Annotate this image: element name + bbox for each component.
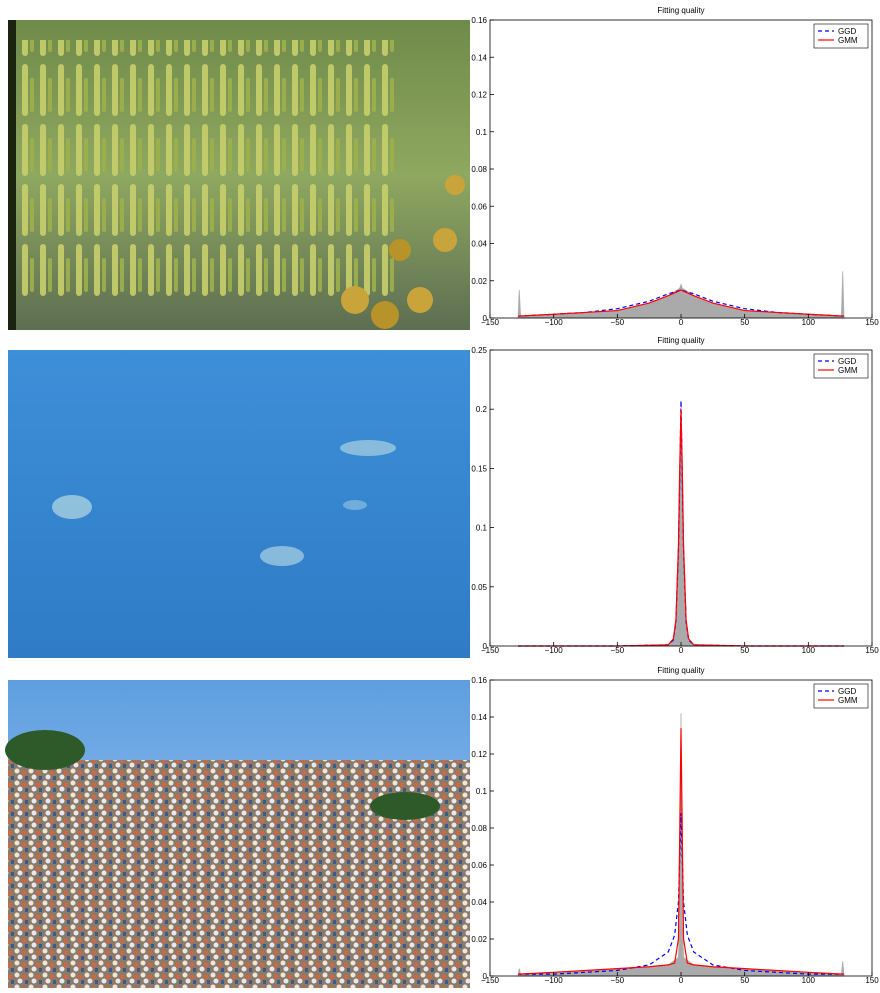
- y-tick-label: 0.02: [471, 277, 487, 286]
- x-tick-label: 0: [679, 646, 684, 655]
- y-tick-label: 0.06: [471, 202, 487, 211]
- y-tick-label: 0.2: [476, 405, 488, 414]
- y-tick-label: 0.08: [471, 824, 487, 833]
- y-tick-label: 0: [483, 642, 488, 651]
- y-tick-label: 0.06: [471, 861, 487, 870]
- y-tick-label: 0.04: [471, 240, 487, 249]
- y-tick-label: 0.16: [471, 16, 487, 25]
- photo-cactus: [8, 20, 470, 330]
- y-tick-label: 0.14: [471, 53, 487, 62]
- photo-crowd: [5, 680, 470, 988]
- histogram: [518, 409, 844, 646]
- chart-title: Fitting quality: [657, 666, 704, 675]
- y-tick-label: 0.08: [471, 165, 487, 174]
- chart-title: Fitting quality: [657, 336, 704, 345]
- x-tick-label: 0: [679, 318, 684, 327]
- y-tick-label: 0.12: [471, 750, 487, 759]
- x-tick-label: −50: [611, 976, 625, 985]
- x-tick-label: 50: [740, 318, 749, 327]
- y-tick-label: 0.12: [471, 91, 487, 100]
- legend-label: GGD: [838, 357, 856, 366]
- y-tick-label: 0.02: [471, 935, 487, 944]
- y-tick-label: 0.25: [471, 346, 487, 355]
- y-tick-label: 0.1: [476, 787, 488, 796]
- y-tick-label: 0.14: [471, 713, 487, 722]
- legend-label: GMM: [838, 366, 858, 375]
- y-tick-label: 0.1: [476, 128, 488, 137]
- x-tick-label: −100: [545, 318, 564, 327]
- y-tick-label: 0.16: [471, 676, 487, 685]
- x-tick-label: −50: [611, 318, 625, 327]
- x-tick-label: 100: [802, 318, 816, 327]
- x-tick-label: 50: [740, 976, 749, 985]
- y-tick-label: 0.15: [471, 464, 487, 473]
- histogram: [518, 271, 844, 318]
- x-tick-label: −50: [611, 646, 625, 655]
- legend-label: GGD: [838, 27, 856, 36]
- legend-label: GMM: [838, 36, 858, 45]
- x-tick-label: 50: [740, 646, 749, 655]
- legend-label: GMM: [838, 696, 858, 705]
- axes-box: [490, 20, 872, 318]
- y-tick-label: 0.1: [476, 524, 488, 533]
- legend-label: GGD: [838, 687, 856, 696]
- x-tick-label: 150: [865, 646, 879, 655]
- x-tick-label: −100: [545, 646, 564, 655]
- x-tick-label: 150: [865, 976, 879, 985]
- x-tick-label: 0: [679, 976, 684, 985]
- y-tick-label: 0.04: [471, 898, 487, 907]
- x-tick-label: 100: [802, 646, 816, 655]
- x-tick-label: −100: [545, 976, 564, 985]
- x-tick-label: 150: [865, 318, 879, 327]
- y-tick-label: 0: [483, 314, 488, 323]
- y-tick-label: 0: [483, 972, 488, 981]
- y-tick-label: 0.05: [471, 583, 487, 592]
- x-tick-label: 100: [802, 976, 816, 985]
- page: Fitting quality−150−100−5005010015000.02…: [0, 0, 880, 993]
- photo-water: [8, 350, 470, 658]
- chart-title: Fitting quality: [657, 6, 704, 15]
- figure: Fitting quality−150−100−5005010015000.02…: [0, 0, 880, 988]
